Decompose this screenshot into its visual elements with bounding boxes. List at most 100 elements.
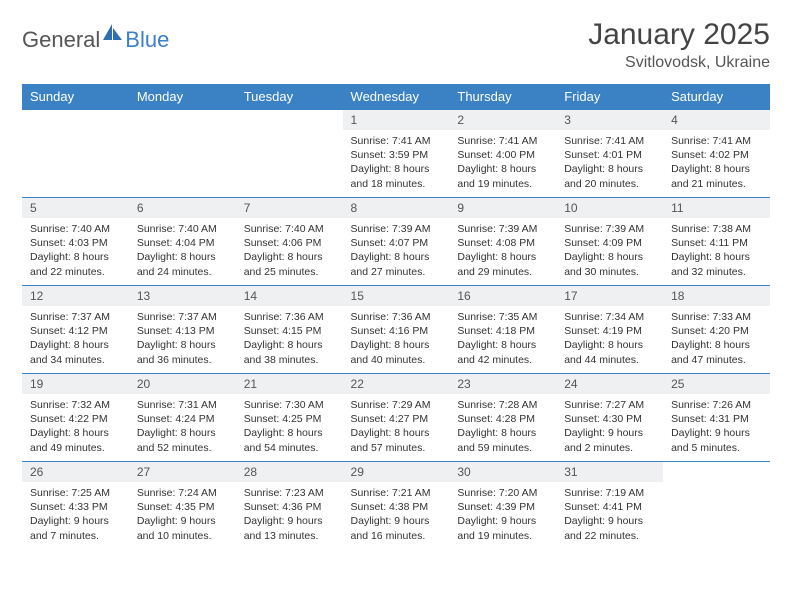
- day-content: Sunrise: 7:25 AMSunset: 4:33 PMDaylight:…: [22, 482, 129, 549]
- day-cell: 1Sunrise: 7:41 AMSunset: 3:59 PMDaylight…: [343, 110, 450, 198]
- day-number: 12: [22, 286, 129, 306]
- day-line: Daylight: 9 hours: [564, 514, 655, 528]
- day-number: 11: [663, 198, 770, 218]
- day-line: Sunrise: 7:29 AM: [351, 398, 442, 412]
- day-line: Sunset: 4:24 PM: [137, 412, 228, 426]
- day-line: and 38 minutes.: [244, 353, 335, 367]
- day-cell: 9Sunrise: 7:39 AMSunset: 4:08 PMDaylight…: [449, 198, 556, 286]
- day-line: Daylight: 8 hours: [564, 250, 655, 264]
- day-number: 20: [129, 374, 236, 394]
- day-line: Sunrise: 7:38 AM: [671, 222, 762, 236]
- day-content: Sunrise: 7:26 AMSunset: 4:31 PMDaylight:…: [663, 394, 770, 461]
- day-line: and 21 minutes.: [671, 177, 762, 191]
- day-content: Sunrise: 7:32 AMSunset: 4:22 PMDaylight:…: [22, 394, 129, 461]
- day-line: Sunrise: 7:24 AM: [137, 486, 228, 500]
- day-cell: 23Sunrise: 7:28 AMSunset: 4:28 PMDayligh…: [449, 374, 556, 462]
- day-content: Sunrise: 7:21 AMSunset: 4:38 PMDaylight:…: [343, 482, 450, 549]
- day-cell: 5Sunrise: 7:40 AMSunset: 4:03 PMDaylight…: [22, 198, 129, 286]
- day-line: and 24 minutes.: [137, 265, 228, 279]
- day-number: 26: [22, 462, 129, 482]
- day-cell: 13Sunrise: 7:37 AMSunset: 4:13 PMDayligh…: [129, 286, 236, 374]
- day-line: Sunrise: 7:28 AM: [457, 398, 548, 412]
- day-cell: 27Sunrise: 7:24 AMSunset: 4:35 PMDayligh…: [129, 462, 236, 550]
- day-line: Daylight: 8 hours: [137, 250, 228, 264]
- day-cell: 12Sunrise: 7:37 AMSunset: 4:12 PMDayligh…: [22, 286, 129, 374]
- day-cell: 6Sunrise: 7:40 AMSunset: 4:04 PMDaylight…: [129, 198, 236, 286]
- day-content: Sunrise: 7:40 AMSunset: 4:06 PMDaylight:…: [236, 218, 343, 285]
- day-line: Sunset: 4:06 PM: [244, 236, 335, 250]
- day-line: Sunset: 4:27 PM: [351, 412, 442, 426]
- day-line: Sunrise: 7:41 AM: [564, 134, 655, 148]
- day-line: Sunrise: 7:35 AM: [457, 310, 548, 324]
- day-line: Sunrise: 7:33 AM: [671, 310, 762, 324]
- day-header-wednesday: Wednesday: [343, 84, 450, 110]
- day-number: 28: [236, 462, 343, 482]
- day-line: Sunset: 4:18 PM: [457, 324, 548, 338]
- day-header-friday: Friday: [556, 84, 663, 110]
- day-line: Sunrise: 7:41 AM: [671, 134, 762, 148]
- day-line: Sunset: 4:01 PM: [564, 148, 655, 162]
- day-content: Sunrise: 7:19 AMSunset: 4:41 PMDaylight:…: [556, 482, 663, 549]
- day-line: Sunset: 4:12 PM: [30, 324, 121, 338]
- day-line: and 42 minutes.: [457, 353, 548, 367]
- day-line: and 13 minutes.: [244, 529, 335, 543]
- day-line: Sunset: 4:15 PM: [244, 324, 335, 338]
- day-line: and 19 minutes.: [457, 529, 548, 543]
- day-cell: [129, 110, 236, 198]
- day-line: Daylight: 8 hours: [457, 426, 548, 440]
- day-number: 6: [129, 198, 236, 218]
- day-line: and 5 minutes.: [671, 441, 762, 455]
- day-content: Sunrise: 7:40 AMSunset: 4:03 PMDaylight:…: [22, 218, 129, 285]
- day-number: 27: [129, 462, 236, 482]
- day-header-tuesday: Tuesday: [236, 84, 343, 110]
- day-number: 19: [22, 374, 129, 394]
- day-line: Sunrise: 7:26 AM: [671, 398, 762, 412]
- day-content: Sunrise: 7:31 AMSunset: 4:24 PMDaylight:…: [129, 394, 236, 461]
- day-line: Sunset: 4:36 PM: [244, 500, 335, 514]
- header: General Blue January 2025 Svitlovodsk, U…: [22, 18, 770, 72]
- day-line: Daylight: 8 hours: [564, 338, 655, 352]
- day-content: Sunrise: 7:33 AMSunset: 4:20 PMDaylight:…: [663, 306, 770, 373]
- day-line: Sunset: 4:31 PM: [671, 412, 762, 426]
- day-content: Sunrise: 7:30 AMSunset: 4:25 PMDaylight:…: [236, 394, 343, 461]
- day-line: Sunset: 4:35 PM: [137, 500, 228, 514]
- day-number: 7: [236, 198, 343, 218]
- day-line: Daylight: 9 hours: [137, 514, 228, 528]
- day-line: and 52 minutes.: [137, 441, 228, 455]
- day-line: Daylight: 8 hours: [137, 338, 228, 352]
- day-line: Sunset: 4:09 PM: [564, 236, 655, 250]
- day-line: Sunrise: 7:32 AM: [30, 398, 121, 412]
- day-line: Daylight: 8 hours: [671, 162, 762, 176]
- day-line: Daylight: 9 hours: [671, 426, 762, 440]
- day-number: 10: [556, 198, 663, 218]
- calendar-body: 1Sunrise: 7:41 AMSunset: 3:59 PMDaylight…: [22, 110, 770, 550]
- day-cell: 16Sunrise: 7:35 AMSunset: 4:18 PMDayligh…: [449, 286, 556, 374]
- day-line: and 18 minutes.: [351, 177, 442, 191]
- day-cell: [22, 110, 129, 198]
- day-cell: 20Sunrise: 7:31 AMSunset: 4:24 PMDayligh…: [129, 374, 236, 462]
- day-content: Sunrise: 7:38 AMSunset: 4:11 PMDaylight:…: [663, 218, 770, 285]
- week-row: 1Sunrise: 7:41 AMSunset: 3:59 PMDaylight…: [22, 110, 770, 198]
- day-header-saturday: Saturday: [663, 84, 770, 110]
- day-cell: 2Sunrise: 7:41 AMSunset: 4:00 PMDaylight…: [449, 110, 556, 198]
- day-line: Daylight: 8 hours: [244, 250, 335, 264]
- day-line: Sunrise: 7:39 AM: [564, 222, 655, 236]
- day-line: Sunset: 4:08 PM: [457, 236, 548, 250]
- day-line: Daylight: 8 hours: [351, 426, 442, 440]
- day-line: Sunrise: 7:20 AM: [457, 486, 548, 500]
- day-number: 31: [556, 462, 663, 482]
- day-line: and 29 minutes.: [457, 265, 548, 279]
- day-line: Sunrise: 7:39 AM: [351, 222, 442, 236]
- day-header-thursday: Thursday: [449, 84, 556, 110]
- day-line: Sunset: 3:59 PM: [351, 148, 442, 162]
- day-number: 22: [343, 374, 450, 394]
- day-content: Sunrise: 7:39 AMSunset: 4:09 PMDaylight:…: [556, 218, 663, 285]
- day-content: Sunrise: 7:24 AMSunset: 4:35 PMDaylight:…: [129, 482, 236, 549]
- day-content: Sunrise: 7:34 AMSunset: 4:19 PMDaylight:…: [556, 306, 663, 373]
- day-line: Sunrise: 7:39 AM: [457, 222, 548, 236]
- day-line: Sunset: 4:22 PM: [30, 412, 121, 426]
- day-line: Sunrise: 7:19 AM: [564, 486, 655, 500]
- day-line: Daylight: 9 hours: [244, 514, 335, 528]
- day-number: 13: [129, 286, 236, 306]
- day-cell: 18Sunrise: 7:33 AMSunset: 4:20 PMDayligh…: [663, 286, 770, 374]
